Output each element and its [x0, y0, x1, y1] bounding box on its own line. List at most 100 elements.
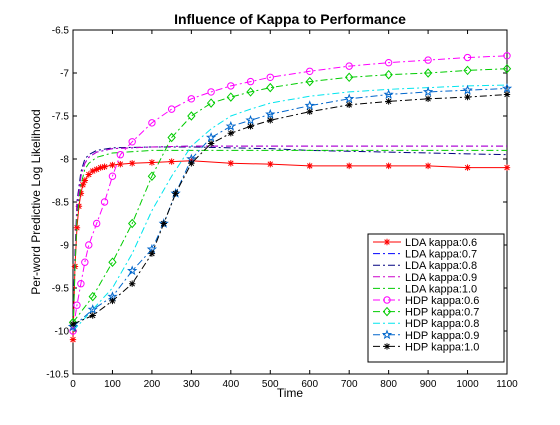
data-point [148, 250, 156, 257]
x-tick-label: 1100 [496, 379, 518, 390]
data-point [501, 83, 513, 93]
data-point [464, 93, 471, 101]
data-point [207, 88, 215, 96]
data-point [167, 105, 176, 113]
data-point [67, 321, 79, 332]
data-point [148, 159, 156, 166]
data-point [464, 164, 471, 171]
data-point [69, 320, 77, 328]
data-point [73, 301, 81, 309]
series-6 [68, 63, 512, 328]
x-tick-label: 900 [420, 379, 437, 390]
series-3 [72, 145, 507, 332]
series-7 [72, 84, 508, 332]
data-point [267, 160, 274, 168]
data-point [384, 69, 393, 80]
data-point [172, 190, 179, 197]
chart-title: Influence of Kappa to Performance [174, 11, 406, 27]
data-point [77, 280, 85, 288]
legend-marker [381, 329, 393, 340]
data-point [245, 114, 256, 125]
legend-item: HDP kappa:1.0 [373, 341, 479, 353]
x-tick-label: 100 [104, 379, 121, 390]
data-point [424, 162, 432, 170]
series-line [72, 145, 507, 332]
data-point [85, 241, 93, 249]
data-point [266, 82, 275, 93]
y-tick-label: -8.5 [52, 198, 70, 209]
data-point [306, 67, 314, 75]
data-point [463, 65, 472, 76]
data-point [81, 258, 89, 266]
legend-marker [383, 296, 391, 304]
data-point [85, 171, 92, 178]
data-point [247, 123, 254, 130]
data-point [462, 84, 473, 95]
data-point [422, 86, 434, 97]
legend-item: HDP kappa:0.9 [373, 329, 479, 342]
data-point [385, 162, 392, 170]
data-point [92, 219, 101, 228]
series-4 [72, 149, 507, 332]
data-point [108, 172, 117, 180]
data-point [423, 68, 433, 78]
data-point [117, 160, 124, 168]
data-point [148, 119, 156, 127]
series-line [72, 149, 507, 332]
data-point [77, 190, 85, 197]
legend-label: LDA kappa:1.0 [405, 283, 477, 295]
legend-label: HDP kappa:0.6 [405, 295, 479, 307]
data-point [246, 87, 255, 97]
x-tick-label: 600 [301, 379, 318, 390]
x-tick-label: 800 [380, 379, 397, 390]
data-point [463, 53, 472, 62]
data-point [108, 257, 117, 267]
legend-item: HDP kappa:0.8 [373, 318, 479, 330]
data-point [385, 98, 392, 105]
data-point [205, 132, 217, 142]
data-point [128, 138, 136, 146]
data-point [167, 132, 176, 143]
x-axis: 0 100 200 300 400 500 600 700 800 900 1000 1100 [70, 30, 518, 390]
y-tick-label: -6.5 [52, 26, 70, 37]
y-tick-label: -7.5 [52, 112, 70, 123]
series-line [72, 68, 508, 323]
legend-label: LDA kappa:0.7 [405, 249, 477, 261]
legend-item: LDA kappa:0.8 [373, 260, 477, 272]
data-point [147, 171, 157, 181]
legend-label: LDA kappa:0.9 [405, 272, 477, 284]
data-point [383, 89, 394, 99]
data-point [306, 108, 313, 115]
legend-label: HDP kappa:1.0 [405, 341, 479, 353]
legend-item: LDA kappa:0.7 [373, 249, 477, 261]
y-tick-label: -7 [60, 69, 69, 80]
legend-item: LDA kappa:0.9 [373, 272, 477, 284]
data-point [69, 336, 77, 343]
data-point [266, 73, 274, 82]
data-point [503, 164, 511, 171]
data-point [227, 130, 235, 137]
data-point [109, 297, 116, 305]
data-point [207, 140, 215, 147]
data-point [225, 120, 236, 131]
legend-label: LDA kappa:0.6 [405, 237, 477, 249]
data-point [345, 72, 354, 83]
y-tick-label: -10 [55, 327, 70, 338]
data-point [73, 224, 81, 231]
data-point [206, 98, 216, 108]
data-point [88, 291, 97, 302]
data-point [265, 108, 276, 119]
data-point [160, 220, 167, 227]
x-axis-label: Time [277, 386, 304, 400]
legend-marker [382, 306, 392, 317]
data-point [345, 62, 353, 70]
data-point [97, 164, 104, 171]
data-point [424, 95, 432, 102]
data-point [246, 77, 255, 86]
legend-item: HDP kappa:0.6 [373, 295, 479, 307]
data-point [109, 161, 116, 169]
legend-label: HDP kappa:0.8 [405, 318, 479, 330]
